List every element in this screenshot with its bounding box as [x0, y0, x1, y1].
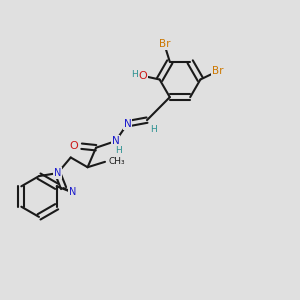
Text: N: N [69, 187, 76, 197]
Text: O: O [139, 71, 148, 81]
Text: O: O [69, 141, 78, 151]
Text: N: N [124, 119, 131, 129]
Text: H: H [150, 124, 157, 134]
Text: Br: Br [159, 39, 170, 50]
Text: CH₃: CH₃ [109, 157, 125, 166]
Text: H: H [131, 70, 137, 79]
Text: Br: Br [212, 66, 224, 76]
Text: N: N [112, 136, 119, 146]
Text: N: N [54, 168, 61, 178]
Text: H: H [115, 146, 122, 154]
